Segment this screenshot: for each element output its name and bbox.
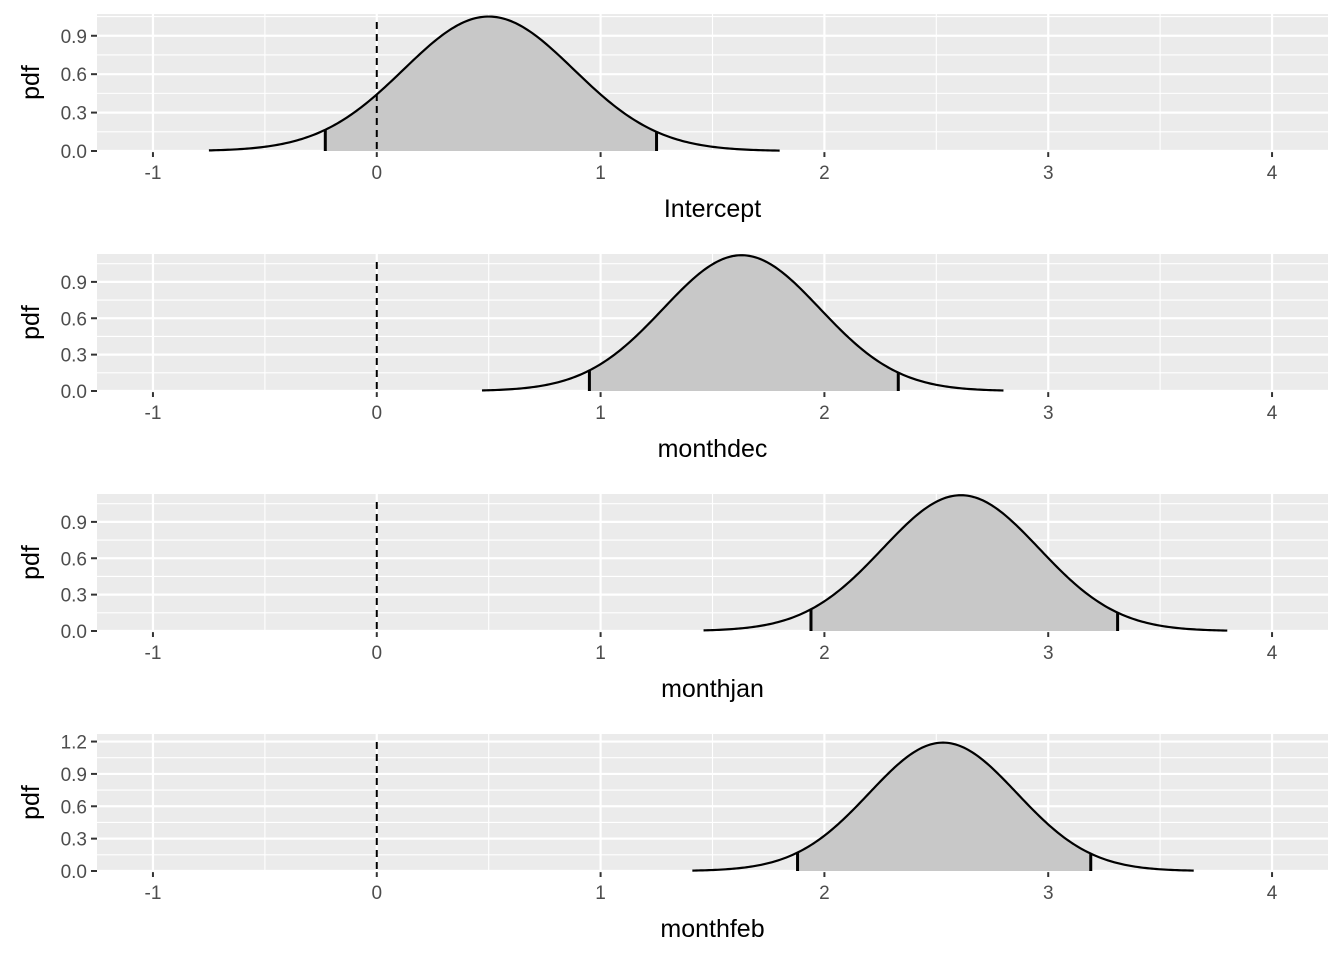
panel-3-y-tick-label: 0.9 bbox=[61, 513, 87, 534]
panel-3-density-curve bbox=[703, 494, 1228, 632]
panel-4-density-curve bbox=[692, 741, 1194, 872]
panel-1-density-curve bbox=[208, 15, 780, 152]
panel-2: -1 0 1 2 3 4 0.0 0.3 0.6 0.9 monthdec pdf bbox=[17, 254, 1328, 463]
panel-2-x-tick-label: 3 bbox=[1043, 403, 1054, 424]
panel-1-y-tick-label: 0.6 bbox=[61, 65, 87, 86]
panel-1-x-tick-label: 3 bbox=[1043, 163, 1054, 184]
panel-3-x-tick-label: -1 bbox=[145, 643, 162, 664]
panel-1-x-tick-label: -1 bbox=[145, 163, 162, 184]
panel-4-y-tick-label: 0.6 bbox=[61, 797, 87, 818]
panel-1: -1 0 1 2 3 4 0.0 0.3 0.6 0.9 Intercept pdf bbox=[17, 14, 1328, 223]
panel-4-x-tick-label: 1 bbox=[595, 883, 606, 904]
panel-4-y-tick-label: 1.2 bbox=[61, 733, 87, 754]
panel-4-x-tick-label: 2 bbox=[819, 883, 830, 904]
panel-2-x-tick-label: -1 bbox=[145, 403, 162, 424]
panel-1-y-tick-label: 0.0 bbox=[61, 142, 87, 163]
panel-4: -1 0 1 2 3 4 0.0 0.3 0.6 0.9 1.2 monthfeb pdf bbox=[17, 733, 1328, 943]
panel-3-x-tick-label: 4 bbox=[1267, 643, 1278, 664]
panel-2-interval-area bbox=[589, 255, 899, 391]
panel-1-interval-area bbox=[325, 16, 657, 151]
panel-2-y-tick-label: 0.3 bbox=[61, 346, 87, 367]
panel-4-y-tick-label: 0.9 bbox=[61, 765, 87, 786]
panel-2-x-tick-label: 2 bbox=[819, 403, 830, 424]
panel-2-x-tick-label: 1 bbox=[595, 403, 606, 424]
panel-3-x-tick-label: 2 bbox=[819, 643, 830, 664]
panel-3-y-axis-title: pdf bbox=[17, 545, 45, 580]
panel-4-y-axis-title: pdf bbox=[17, 785, 45, 820]
panel-2-x-tick-label: 4 bbox=[1267, 403, 1278, 424]
panel-2-y-tick-label: 0.9 bbox=[61, 273, 87, 294]
panel-3-y-tick-label: 0.0 bbox=[61, 622, 87, 643]
panel-4-y-tick-label: 0.3 bbox=[61, 830, 87, 851]
panel-2-x-axis-title: monthdec bbox=[658, 435, 768, 463]
panel-1-x-tick-label: 2 bbox=[819, 163, 830, 184]
panel-4-x-tick-label: 4 bbox=[1267, 883, 1278, 904]
panel-3-x-tick-label: 3 bbox=[1043, 643, 1054, 664]
panel-3-x-axis-title: monthjan bbox=[661, 675, 764, 703]
panel-3-y-tick-label: 0.3 bbox=[61, 586, 87, 607]
panel-4-x-tick-label: 0 bbox=[371, 883, 382, 904]
panel-3-y-tick-label: 0.6 bbox=[61, 549, 87, 570]
panel-3: -1 0 1 2 3 4 0.0 0.3 0.6 0.9 monthjan pdf bbox=[17, 494, 1328, 703]
panel-4-interval-area bbox=[797, 742, 1091, 871]
panel-2-x-tick-label: 0 bbox=[371, 403, 382, 424]
panel-1-x-axis-title: Intercept bbox=[664, 195, 761, 223]
panel-4-x-axis-title: monthfeb bbox=[660, 915, 764, 943]
panel-3-interval-area bbox=[810, 495, 1118, 631]
panel-2-density-curve bbox=[481, 254, 1004, 392]
panel-3-x-tick-label: 0 bbox=[371, 643, 382, 664]
panel-4-x-tick-label: 3 bbox=[1043, 883, 1054, 904]
panel-1-x-tick-label: 4 bbox=[1267, 163, 1278, 184]
panel-1-y-tick-label: 0.3 bbox=[61, 104, 87, 125]
panel-3-x-tick-label: 1 bbox=[595, 643, 606, 664]
panel-4-x-tick-label: -1 bbox=[145, 883, 162, 904]
panel-1-y-axis-title: pdf bbox=[17, 65, 45, 100]
panel-2-y-axis-title: pdf bbox=[17, 305, 45, 340]
panel-2-y-tick-label: 0.6 bbox=[61, 309, 87, 330]
panel-4-y-tick-label: 0.0 bbox=[61, 862, 87, 883]
panel-1-y-tick-label: 0.9 bbox=[61, 27, 87, 48]
panel-1-x-tick-label: 0 bbox=[371, 163, 382, 184]
panel-1-x-tick-label: 1 bbox=[595, 163, 606, 184]
panel-2-y-tick-label: 0.0 bbox=[61, 382, 87, 403]
